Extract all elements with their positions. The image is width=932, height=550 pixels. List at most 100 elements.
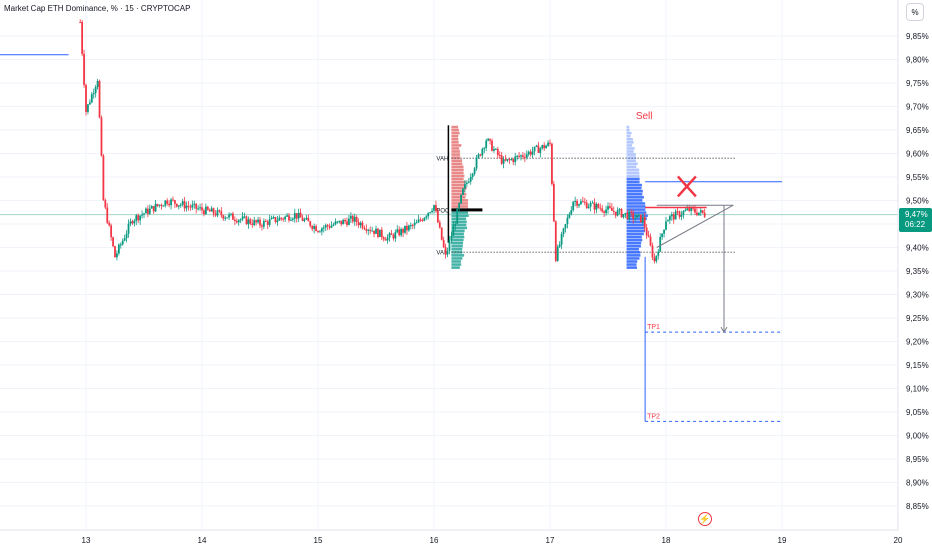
- candle-body: [578, 204, 580, 206]
- candle-body: [638, 214, 640, 216]
- y-tick-label: 8,90%: [906, 479, 929, 488]
- profile2-bar: [626, 134, 631, 138]
- last-price-tag: 9,47% 06:22: [899, 208, 932, 232]
- candle-body: [365, 229, 368, 231]
- profile-bar: [451, 235, 465, 239]
- candle-body: [663, 229, 665, 234]
- candle-body: [160, 204, 163, 206]
- profile2-bar: [626, 131, 632, 135]
- profile-bar: [451, 254, 465, 257]
- profile-bar: [451, 260, 461, 263]
- candle-body: [632, 212, 635, 219]
- candle-body: [672, 214, 675, 220]
- profile2-bar: [626, 229, 645, 233]
- candle-body: [249, 219, 252, 224]
- candle-body: [353, 216, 356, 222]
- candle-body: [680, 215, 683, 217]
- candle-body: [462, 188, 464, 195]
- candle-body: [235, 221, 238, 223]
- lightning-icon[interactable]: ⚡: [698, 512, 712, 526]
- profile-bar: [451, 141, 459, 144]
- candle-body: [386, 237, 389, 241]
- profile-bar: [451, 229, 465, 233]
- grid: [0, 0, 899, 530]
- candle-body: [251, 223, 254, 226]
- bar-countdown: 06:22: [905, 220, 926, 229]
- candle-body: [349, 215, 352, 219]
- x-tick-label: 20: [894, 536, 903, 545]
- profile-bar: [451, 186, 467, 190]
- profile-bar: [451, 226, 468, 230]
- candle-body: [520, 155, 522, 157]
- candle-body: [406, 225, 408, 231]
- candle-body: [404, 225, 406, 233]
- y-tick-label: 9,70%: [906, 103, 929, 112]
- candle-body: [222, 215, 225, 219]
- profile2-bar: [626, 235, 642, 239]
- profile2-bar: [626, 241, 642, 245]
- candle-body: [558, 244, 561, 247]
- candle-body: [175, 203, 178, 207]
- y-tick-label: 9,55%: [906, 173, 929, 182]
- profile2-bar: [626, 141, 634, 144]
- candle-body: [363, 227, 366, 230]
- profile-bar: [451, 165, 464, 169]
- candle-body: [597, 204, 600, 208]
- candle-body: [560, 233, 563, 245]
- candle-body: [328, 226, 331, 228]
- percent-scale-button[interactable]: %: [906, 3, 924, 21]
- candle-body: [647, 235, 650, 237]
- profile-bar: [451, 174, 465, 178]
- candle-body: [595, 204, 598, 210]
- candle-body: [506, 159, 509, 161]
- profile-bar: [451, 220, 467, 224]
- candle-body: [421, 220, 424, 222]
- candle-body: [166, 200, 169, 204]
- candle-body: [522, 155, 524, 157]
- candle-body: [177, 205, 180, 207]
- profile-bar: [451, 137, 459, 141]
- candle-body: [469, 176, 472, 182]
- candle-body: [330, 225, 333, 228]
- candles: [79, 19, 706, 264]
- candle-body: [290, 219, 292, 221]
- profile-bar: [451, 196, 466, 199]
- profile-bar: [451, 189, 465, 193]
- candle-body: [208, 209, 211, 212]
- last-price-value: 9,47%: [905, 210, 928, 219]
- candle-body: [618, 209, 621, 211]
- candle-body: [452, 225, 455, 236]
- volume-profiles: VAH POC VAL: [436, 125, 736, 269]
- candle-body: [525, 154, 528, 158]
- profile2-bar: [626, 147, 635, 150]
- candle-body: [346, 221, 348, 225]
- candle-body: [204, 206, 207, 215]
- candle-body: [661, 233, 664, 238]
- candle-body: [392, 234, 395, 239]
- triangle-lower: [656, 204, 734, 248]
- candle-body: [371, 230, 374, 232]
- candle-body: [547, 142, 549, 146]
- candle-body: [197, 208, 200, 210]
- chart-title: Market Cap ETH Dominance, % · 15 · CRYPT…: [4, 4, 191, 13]
- candle-body: [92, 93, 95, 95]
- profile-bar: [451, 183, 465, 187]
- candle-body: [686, 208, 689, 211]
- candle-body: [266, 221, 269, 225]
- candle-body: [278, 217, 281, 221]
- candle-body: [527, 151, 530, 155]
- candle-body: [195, 203, 198, 209]
- candle-body: [699, 210, 702, 213]
- candle-body: [572, 201, 575, 211]
- profile-bar: [451, 156, 461, 159]
- candle-body: [576, 200, 578, 206]
- candle-body: [682, 211, 685, 216]
- profile2-bar: [626, 220, 646, 224]
- candle-body: [531, 151, 534, 155]
- candle-body: [556, 246, 559, 261]
- profile-bar: [451, 241, 464, 245]
- candle-body: [378, 229, 381, 237]
- price-axis: 9,85% 9,80% 9,75% 9,70% 9,65% 9,60% 9,55% 9,50%…: [897, 0, 929, 530]
- candle-body: [411, 225, 414, 227]
